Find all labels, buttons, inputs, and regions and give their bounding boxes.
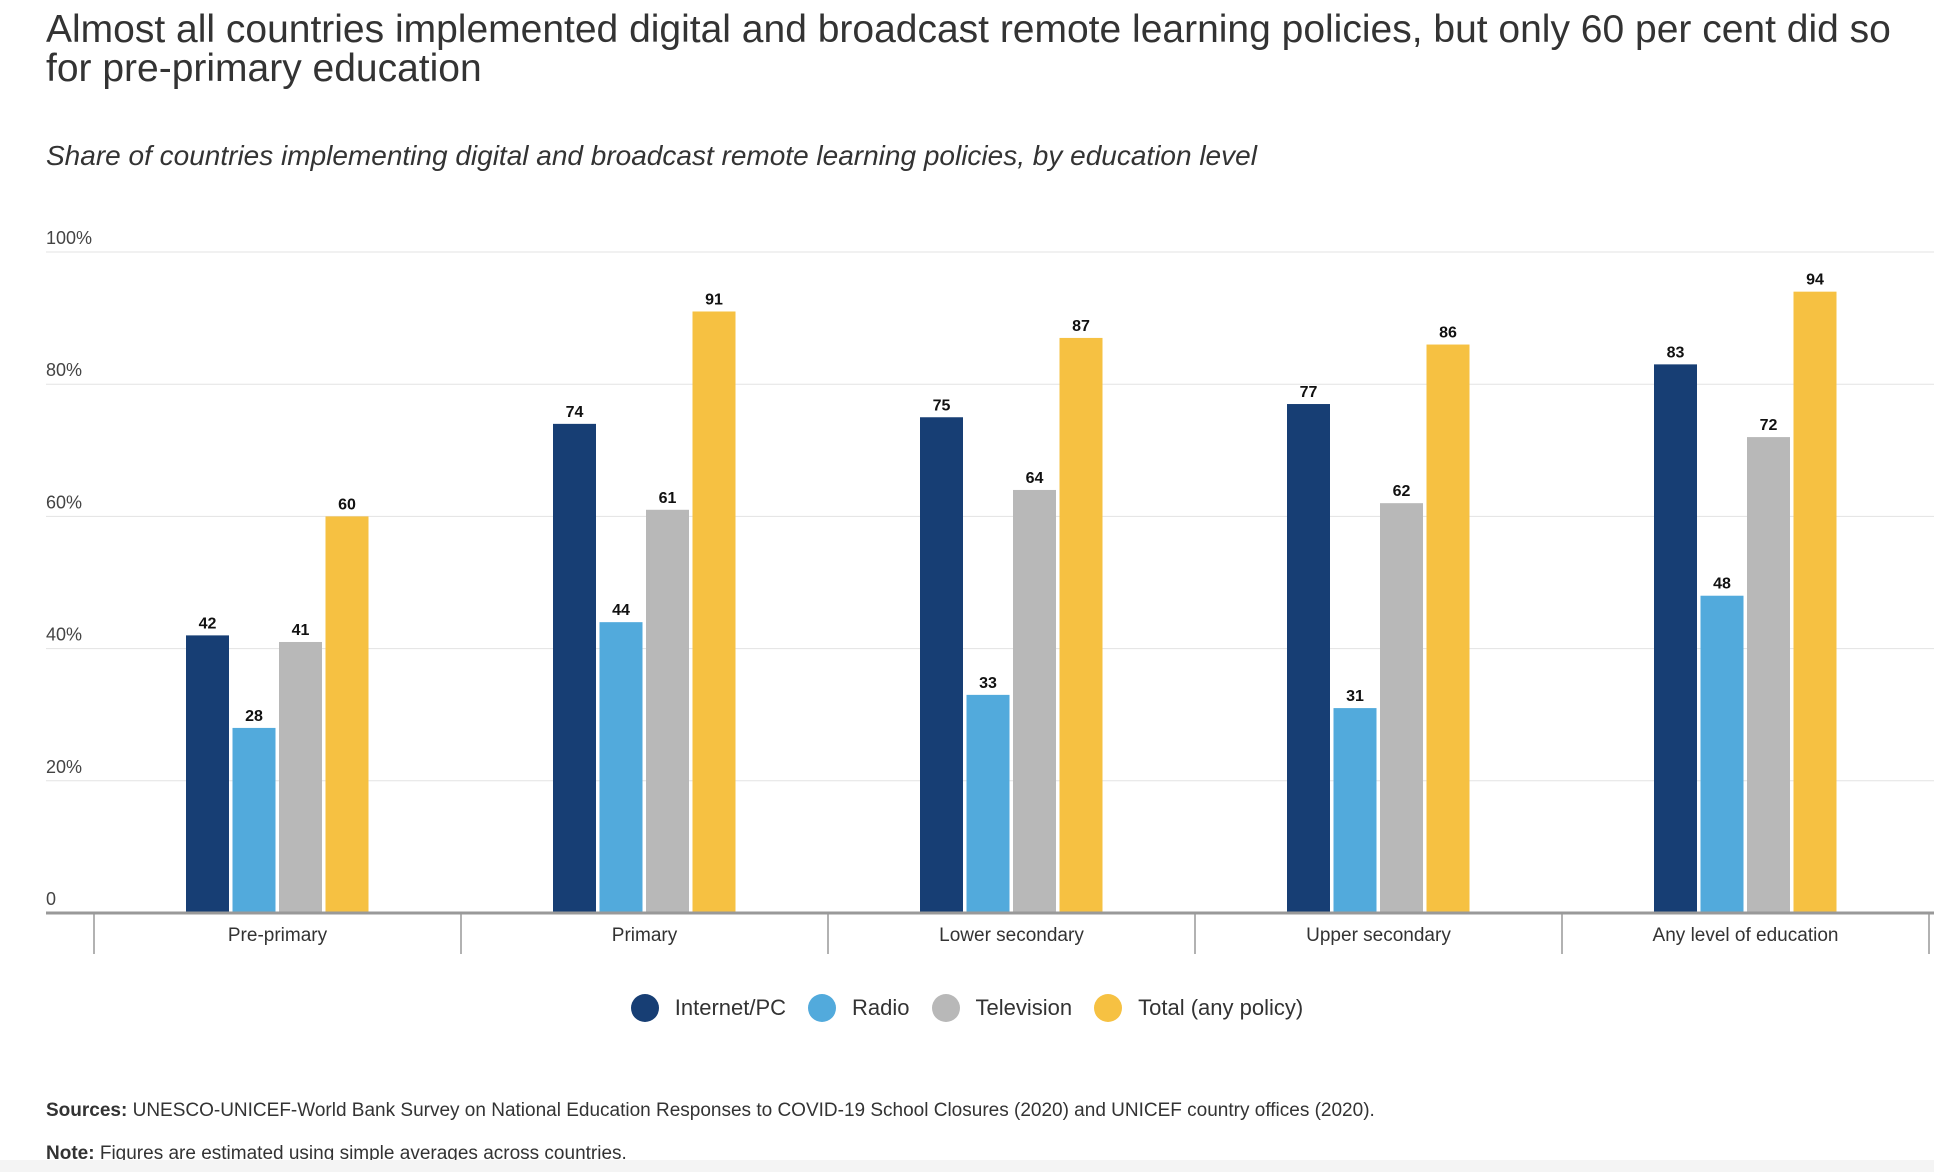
legend: Internet/PC Radio Television Total (any pol… xyxy=(0,994,1934,1022)
bar-total-any-policy-pre-primary xyxy=(325,516,369,913)
data-label: 75 xyxy=(933,397,951,414)
bar-total-any-policy-lower-secondary xyxy=(1059,337,1103,913)
chart-subtitle: Share of countries implementing digital … xyxy=(46,140,1257,171)
y-tick-label: 20% xyxy=(46,757,82,777)
bar-radio-pre-primary xyxy=(232,727,276,913)
data-label: 87 xyxy=(1072,318,1090,335)
bar-television-lower-secondary xyxy=(1013,489,1056,913)
bar-chart: 0 20% 40% 60% 80% 100% 42 28 41 60 74 44 61 91 75 33 64… xyxy=(46,228,1934,954)
bar-television-upper-secondary xyxy=(1380,503,1423,913)
note-footnote: Note: Figures are estimated using simple… xyxy=(46,1143,627,1165)
legend-swatch xyxy=(630,994,659,1022)
legend-label: Total (any policy) xyxy=(1138,995,1304,1020)
data-label: 64 xyxy=(1026,470,1044,487)
bar-total-any-policy-upper-secondary xyxy=(1426,344,1470,913)
bar-radio-primary xyxy=(599,622,643,913)
legend-item-television: Television xyxy=(931,994,1073,1022)
x-tick-label: Any level of education xyxy=(1653,925,1839,946)
legend-swatch xyxy=(931,994,960,1022)
data-label: 94 xyxy=(1806,272,1824,289)
legend-label: Radio xyxy=(852,995,910,1020)
y-tick-label: 60% xyxy=(46,492,82,512)
bar-total-any-policy-primary xyxy=(692,311,736,913)
bar-radio-lower-secondary xyxy=(966,694,1010,913)
legend-label: Television xyxy=(975,995,1073,1020)
bottom-band xyxy=(0,1160,1934,1172)
legend-item-radio: Radio xyxy=(808,994,910,1022)
bar-internet-pc-pre-primary xyxy=(186,635,229,913)
data-label: 31 xyxy=(1346,688,1364,705)
bars xyxy=(186,291,1837,913)
y-tick-label: 40% xyxy=(46,625,82,645)
x-axis: Pre-primary Primary Lower secondary Upper s… xyxy=(46,911,1934,954)
data-label: 42 xyxy=(199,615,217,632)
chart-title: Almost all countries implemented digital… xyxy=(46,8,1891,90)
data-label: 77 xyxy=(1300,384,1318,401)
bar-radio-any-level-of-education xyxy=(1700,595,1744,913)
data-label: 72 xyxy=(1760,417,1778,434)
data-label: 33 xyxy=(979,675,997,692)
bar-television-pre-primary xyxy=(279,641,322,913)
y-tick-label: 80% xyxy=(46,360,82,380)
data-label: 61 xyxy=(659,490,677,507)
y-tick-label: 100% xyxy=(46,228,92,248)
bar-internet-pc-any-level-of-education xyxy=(1654,364,1697,913)
bar-total-any-policy-any-level-of-education xyxy=(1793,291,1837,913)
data-label: 74 xyxy=(566,404,584,421)
bar-television-primary xyxy=(646,509,689,913)
data-label: 83 xyxy=(1667,344,1685,361)
legend-swatch xyxy=(1094,994,1123,1022)
y-axis-ticks: 0 20% 40% 60% 80% 100% xyxy=(46,228,92,909)
data-label: 91 xyxy=(705,291,723,308)
note-text: Figures are estimated using simple avera… xyxy=(94,1143,627,1164)
legend-item-total-any-policy: Total (any policy) xyxy=(1094,994,1303,1022)
legend-label: Internet/PC xyxy=(674,995,787,1020)
x-tick-label: Lower secondary xyxy=(939,925,1084,946)
sources-footnote: Sources: UNESCO-UNICEF-World Bank Survey… xyxy=(46,1100,1375,1122)
sources-text: UNESCO-UNICEF-World Bank Survey on Natio… xyxy=(127,1100,1375,1121)
bar-television-any-level-of-education xyxy=(1747,437,1790,913)
sources-label: Sources: xyxy=(46,1100,128,1121)
bar-internet-pc-upper-secondary xyxy=(1287,404,1330,913)
y-tick-label: 0 xyxy=(46,889,56,909)
data-label: 62 xyxy=(1393,483,1411,500)
data-labels: 42 28 41 60 74 44 61 91 75 33 64 87 77 31 62 86 83 48 72 94 xyxy=(199,272,1824,725)
note-label: Note: xyxy=(46,1143,95,1164)
data-label: 48 xyxy=(1713,576,1731,593)
x-tick-label: Primary xyxy=(612,925,678,946)
bar-internet-pc-primary xyxy=(553,423,596,913)
legend-swatch xyxy=(808,994,837,1022)
bar-internet-pc-lower-secondary xyxy=(920,417,963,913)
data-label: 44 xyxy=(612,602,630,619)
data-label: 60 xyxy=(338,496,356,513)
data-label: 41 xyxy=(292,622,310,639)
data-label: 28 xyxy=(245,708,263,725)
x-tick-label: Upper secondary xyxy=(1306,925,1451,946)
data-label: 86 xyxy=(1439,325,1457,342)
legend-item-internet-pc: Internet/PC xyxy=(630,994,787,1022)
bar-radio-upper-secondary xyxy=(1333,708,1377,913)
x-tick-label: Pre-primary xyxy=(228,925,328,946)
